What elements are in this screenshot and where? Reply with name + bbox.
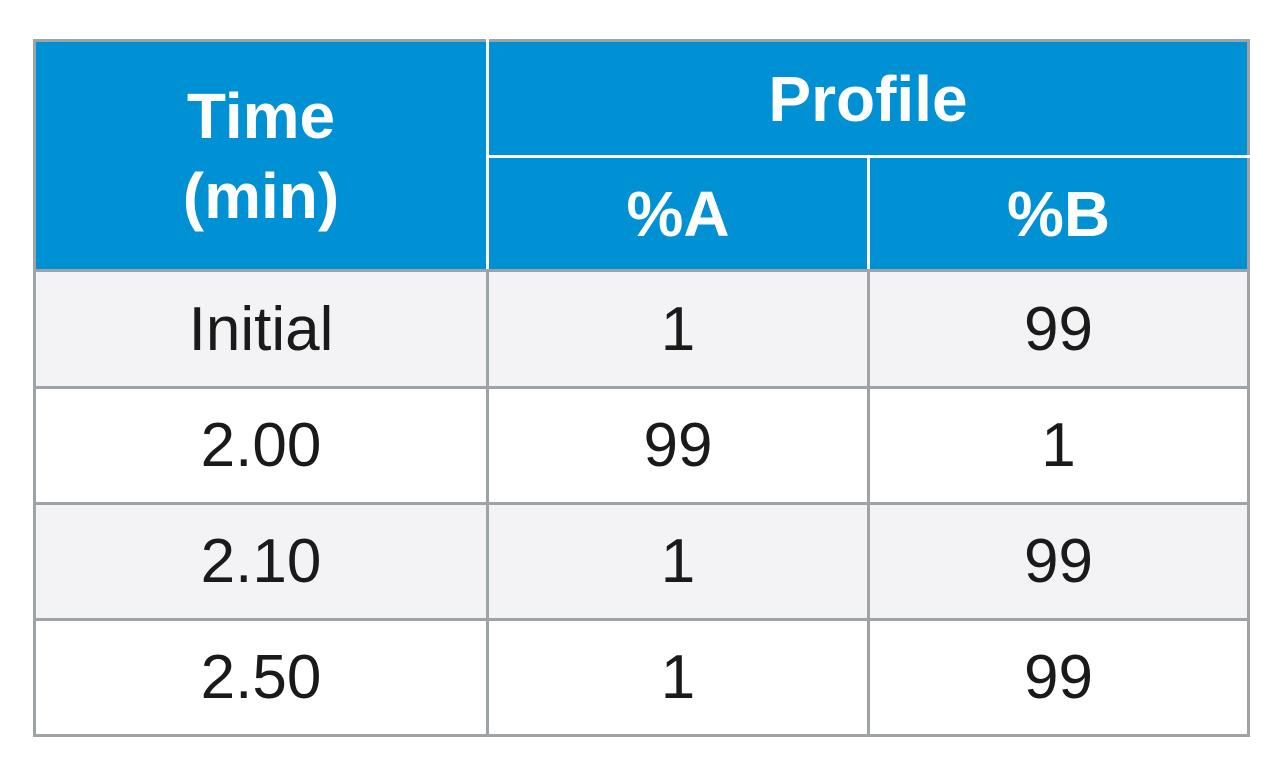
time-cell: 2.10 <box>33 502 489 621</box>
time-header-line2: (min) <box>182 159 340 232</box>
gradient-table-container: Time (min) Profile %A %B Initial 1 99 2.… <box>33 39 1250 737</box>
percent-a-cell: 1 <box>486 269 870 389</box>
time-cell: 2.50 <box>33 618 489 737</box>
percent-b-cell: 1 <box>867 386 1250 505</box>
percent-b-cell: 99 <box>867 502 1250 621</box>
percent-a-cell: 1 <box>486 618 870 737</box>
table-row: Initial 1 99 <box>33 269 1250 389</box>
table-body: Initial 1 99 2.00 99 1 2.10 1 99 2.50 1 … <box>33 269 1250 737</box>
percent-b-header: %B <box>867 155 1250 272</box>
table-row: 2.10 1 99 <box>33 502 1250 621</box>
header-row-sub: %A %B <box>35 155 1250 272</box>
percent-a-header: %A <box>486 155 870 272</box>
header-row-top: Time (min) Profile <box>33 39 1250 272</box>
percent-b-cell: 99 <box>867 269 1250 389</box>
time-cell: 2.00 <box>33 386 489 505</box>
percent-a-cell: 99 <box>486 386 870 505</box>
time-header-line1: Time <box>186 79 336 152</box>
percent-b-cell: 99 <box>867 618 1250 737</box>
percent-a-cell: 1 <box>486 502 870 621</box>
time-column-header: Time (min) <box>33 39 489 272</box>
table-row: 2.50 1 99 <box>33 618 1250 737</box>
table-header: Time (min) Profile %A %B <box>33 39 1250 272</box>
table-row: 2.00 99 1 <box>33 386 1250 505</box>
gradient-table: Time (min) Profile %A %B Initial 1 99 2.… <box>33 39 1250 737</box>
profile-group-header: Profile <box>486 39 1250 158</box>
time-cell: Initial <box>33 269 489 389</box>
